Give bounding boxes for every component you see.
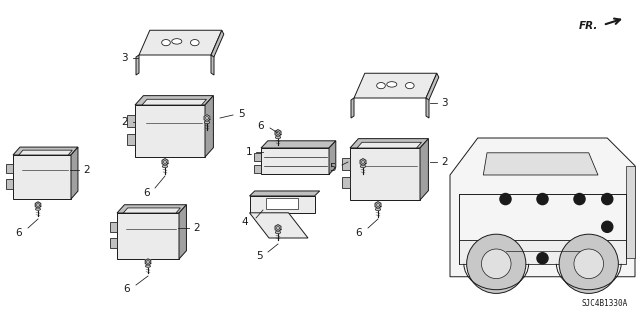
Text: 2: 2 [441, 157, 447, 167]
Circle shape [574, 194, 585, 204]
Polygon shape [342, 159, 350, 170]
Ellipse shape [204, 121, 210, 123]
Polygon shape [205, 96, 213, 157]
Polygon shape [204, 115, 210, 122]
Text: 2: 2 [83, 165, 90, 175]
Text: 6: 6 [257, 121, 264, 131]
Ellipse shape [406, 83, 414, 89]
Polygon shape [136, 55, 139, 75]
Text: 4: 4 [241, 217, 248, 227]
Polygon shape [127, 134, 135, 145]
Polygon shape [254, 153, 261, 161]
Text: SJC4B1330A: SJC4B1330A [582, 299, 628, 308]
Bar [266, 198, 298, 209]
Polygon shape [275, 130, 281, 137]
Text: FR.: FR. [579, 21, 598, 31]
Ellipse shape [191, 40, 199, 46]
Ellipse shape [377, 83, 385, 89]
Polygon shape [626, 166, 635, 258]
Circle shape [574, 249, 604, 278]
Polygon shape [109, 222, 117, 232]
Polygon shape [211, 55, 214, 75]
Text: 6: 6 [355, 228, 362, 238]
Polygon shape [250, 196, 314, 213]
Polygon shape [139, 30, 222, 55]
Polygon shape [127, 115, 135, 127]
Polygon shape [13, 147, 78, 155]
Polygon shape [123, 208, 180, 213]
Polygon shape [351, 98, 354, 118]
Polygon shape [329, 141, 336, 174]
Ellipse shape [172, 39, 182, 44]
Circle shape [602, 194, 613, 204]
Polygon shape [261, 141, 336, 148]
Ellipse shape [375, 208, 381, 211]
Text: 2: 2 [193, 223, 200, 233]
Polygon shape [250, 191, 320, 196]
Circle shape [500, 194, 511, 204]
Circle shape [481, 249, 511, 278]
Circle shape [559, 234, 618, 293]
Text: 5: 5 [330, 163, 336, 173]
Polygon shape [142, 99, 207, 105]
Polygon shape [250, 213, 308, 238]
Polygon shape [357, 142, 422, 148]
Text: 5: 5 [257, 251, 263, 261]
Polygon shape [13, 155, 71, 199]
Text: 5: 5 [238, 109, 244, 119]
Circle shape [602, 221, 613, 232]
Text: 6: 6 [124, 284, 130, 294]
Polygon shape [117, 213, 179, 259]
Ellipse shape [275, 136, 281, 138]
Polygon shape [483, 153, 598, 175]
Polygon shape [460, 194, 626, 240]
Polygon shape [350, 139, 428, 148]
Polygon shape [35, 202, 41, 208]
Ellipse shape [387, 82, 397, 87]
Polygon shape [460, 240, 626, 264]
Polygon shape [354, 73, 437, 98]
Circle shape [537, 194, 548, 204]
Ellipse shape [145, 265, 150, 267]
Polygon shape [19, 150, 72, 155]
Text: 3: 3 [122, 53, 128, 63]
Polygon shape [350, 148, 420, 200]
Text: 1: 1 [245, 147, 252, 157]
Ellipse shape [275, 231, 281, 234]
Polygon shape [179, 205, 186, 259]
Ellipse shape [360, 165, 365, 167]
Polygon shape [135, 96, 213, 105]
Ellipse shape [35, 208, 40, 210]
Text: 3: 3 [441, 98, 447, 108]
Ellipse shape [163, 165, 168, 167]
Polygon shape [342, 177, 350, 188]
Ellipse shape [162, 40, 170, 46]
Circle shape [537, 253, 548, 264]
Polygon shape [162, 159, 168, 165]
Polygon shape [109, 238, 117, 249]
Polygon shape [145, 259, 151, 265]
Polygon shape [6, 179, 13, 189]
Polygon shape [261, 148, 329, 174]
Text: 6: 6 [143, 188, 150, 198]
Text: 6: 6 [15, 228, 22, 238]
Polygon shape [420, 139, 428, 200]
Polygon shape [117, 205, 186, 213]
Polygon shape [426, 73, 439, 102]
Text: 2: 2 [122, 117, 128, 127]
Polygon shape [254, 165, 261, 174]
Polygon shape [6, 164, 13, 174]
Polygon shape [450, 138, 635, 277]
Polygon shape [275, 225, 281, 231]
Polygon shape [426, 98, 429, 118]
Polygon shape [135, 105, 205, 157]
Polygon shape [211, 30, 224, 59]
Circle shape [467, 234, 526, 293]
Polygon shape [360, 159, 366, 165]
Polygon shape [375, 202, 381, 208]
Polygon shape [71, 147, 78, 199]
